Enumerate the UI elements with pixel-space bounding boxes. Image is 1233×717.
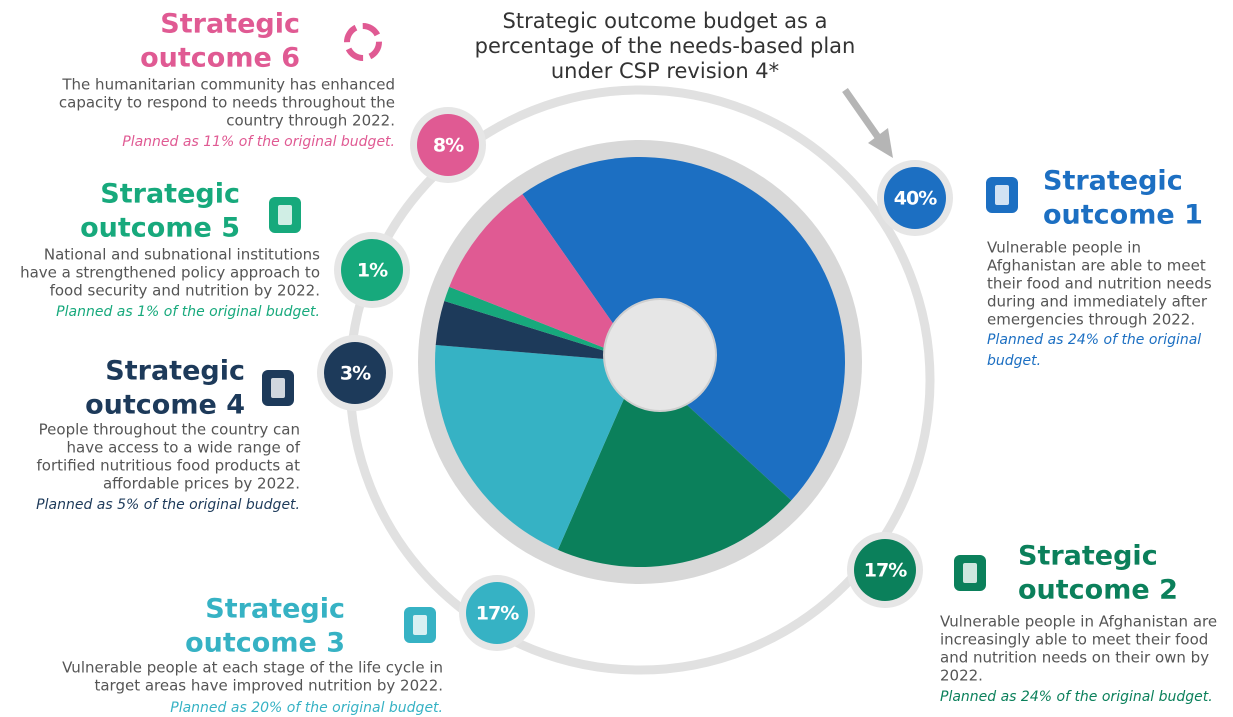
outcome-title: Strategic — [1018, 541, 1158, 572]
outcome-description: Vulnerable people at each stage of the l… — [62, 659, 443, 677]
outcome-note: Planned as 5% of the original budget. — [36, 497, 300, 513]
outcome-description: food security and nutrition by 2022. — [50, 282, 320, 300]
outcome-description: have a strengthened policy approach to — [20, 264, 320, 282]
icon-cycle — [344, 23, 382, 61]
value-label: 40% — [894, 188, 937, 210]
chart-title: Strategic outcome budget as a — [503, 9, 828, 33]
outcome-title: Strategic — [105, 356, 245, 387]
outcome-description: Afghanistan are able to meet — [987, 257, 1206, 275]
chart-title: under CSP revision 4* — [551, 59, 779, 83]
outcome-note: Planned as 24% of the original budget. — [940, 689, 1213, 705]
outcome-description: their food and nutrition needs — [987, 275, 1212, 293]
pie-hole — [603, 298, 717, 412]
outcome-title: outcome 1 — [1043, 200, 1203, 231]
outcome-title: Strategic — [1043, 166, 1183, 197]
icon-jar — [271, 378, 285, 398]
outcome-title: outcome 4 — [85, 390, 245, 421]
outcome-title: Strategic — [160, 9, 300, 40]
outcome-title: outcome 2 — [1018, 575, 1178, 606]
pie-slice — [557, 362, 792, 567]
outcome-note: Planned as 11% of the original budget. — [122, 134, 395, 150]
outcome-title: Strategic — [205, 594, 345, 625]
chart-title: percentage of the needs-based plan — [475, 34, 856, 58]
outcome-description: 2022. — [940, 667, 983, 685]
outcome-description: country through 2022. — [226, 112, 395, 130]
badge — [854, 539, 916, 601]
arrow-shaft — [842, 87, 883, 143]
outcome-description: increasingly able to meet their food — [940, 631, 1208, 649]
outcome-note: budget. — [987, 353, 1041, 369]
outcome-title: outcome 5 — [80, 213, 240, 244]
pie-slice — [444, 286, 640, 362]
outcome-note: Planned as 20% of the original budget. — [170, 700, 443, 716]
outcome-title: Strategic — [100, 179, 240, 210]
outcome-description: Vulnerable people in — [987, 239, 1141, 257]
value-label: 17% — [476, 603, 519, 625]
labels: Strategic outcome budget as apercentage … — [20, 9, 1217, 717]
icon-child — [413, 615, 427, 635]
outcome-description: target areas have improved nutrition by … — [94, 677, 443, 695]
pie-slice — [435, 300, 640, 362]
icon-bowl — [963, 563, 977, 583]
outcome-description: fortified nutritious food products at — [37, 457, 301, 475]
pie-slice — [434, 344, 640, 550]
outcome-note: Planned as 1% of the original budget. — [56, 304, 320, 320]
outcome-description: National and subnational institutions — [44, 246, 320, 264]
badge — [324, 342, 386, 404]
outcome-description: during and immediately after — [987, 293, 1208, 311]
outcome-description: capacity to respond to needs throughout … — [59, 94, 395, 112]
outcome-description: People throughout the country can — [39, 421, 300, 439]
outcome-description: The humanitarian community has enhanced — [61, 76, 395, 94]
value-label: 3% — [340, 363, 371, 385]
value-label: 17% — [864, 560, 907, 582]
value-label: 1% — [357, 260, 388, 282]
outcome-description: emergencies through 2022. — [987, 311, 1195, 329]
outcome-description: and nutrition needs on their own by — [940, 649, 1209, 667]
icon-airdrop — [995, 185, 1009, 205]
icon-shield — [278, 205, 292, 225]
badge — [341, 239, 403, 301]
badge — [884, 167, 946, 229]
outcome-title: outcome 6 — [140, 43, 300, 74]
badge — [466, 582, 528, 644]
outcome-note: Planned as 24% of the original — [987, 332, 1201, 348]
badge — [417, 114, 479, 176]
value-label: 8% — [433, 135, 464, 157]
outcome-description: affordable prices by 2022. — [103, 475, 300, 493]
pie-slice — [449, 194, 640, 362]
outcome-description: have access to a wide range of — [67, 439, 301, 457]
outcome-title: outcome 3 — [185, 628, 345, 659]
arrow-head — [868, 128, 893, 158]
outcome-description: Vulnerable people in Afghanistan are — [940, 613, 1217, 631]
